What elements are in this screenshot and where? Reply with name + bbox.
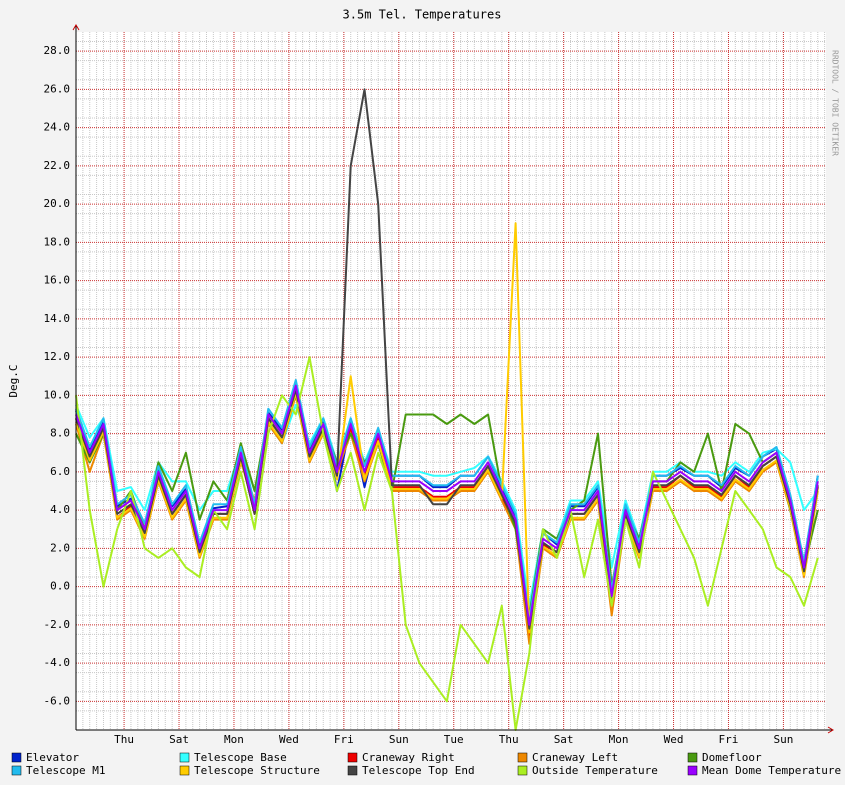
x-tick-label: Sat — [169, 733, 189, 746]
x-tick-label: Sun — [773, 733, 793, 746]
watermark: RRDTOOL / TOBI OETIKER — [831, 50, 840, 156]
series-line — [75, 379, 819, 621]
series-line — [75, 356, 819, 731]
x-tick-label: Tue — [444, 733, 464, 746]
axis-arrow — [72, 24, 80, 31]
legend-label: Elevator — [26, 751, 79, 764]
x-tick-label: Thu — [114, 733, 134, 746]
legend-swatch — [347, 765, 358, 776]
y-tick-label: 18.0 — [44, 235, 71, 248]
legend-swatch — [179, 752, 190, 763]
x-tick-label: Fri — [719, 733, 739, 746]
legend-label: Outside Temperature — [532, 764, 658, 777]
legend-label: Telescope M1 — [26, 764, 105, 777]
y-tick-label: 22.0 — [44, 159, 71, 172]
legend-swatch — [179, 765, 190, 776]
y-tick-label: -6.0 — [44, 694, 71, 707]
y-tick-label: 4.0 — [50, 503, 70, 516]
y-tick-label: 12.0 — [44, 350, 71, 363]
y-tick-label: 20.0 — [44, 197, 71, 210]
y-tick-label: 24.0 — [44, 121, 71, 134]
axis-arrow — [827, 726, 834, 734]
legend-swatch — [517, 765, 528, 776]
x-tick-label: Mon — [609, 733, 629, 746]
legend-label: Domefloor — [702, 751, 762, 764]
x-tick-label: Thu — [499, 733, 519, 746]
series-line — [75, 394, 819, 645]
legend: Elevator Telescope Base Craneway Right Cran… — [11, 751, 841, 777]
series-line — [75, 222, 819, 634]
legend-swatch — [687, 765, 698, 776]
y-tick-label: 6.0 — [50, 465, 70, 478]
x-tick-label: Wed — [664, 733, 684, 746]
series-line — [75, 394, 819, 617]
y-axis-label: Deg.C — [7, 364, 20, 397]
x-tick-label: Sat — [554, 733, 574, 746]
legend-swatch — [11, 752, 22, 763]
y-tick-label: 8.0 — [50, 427, 70, 440]
series-line — [75, 384, 819, 626]
x-tick-label: Fri — [334, 733, 354, 746]
legend-label: Mean Dome Temperature — [702, 764, 841, 777]
legend-swatch — [11, 765, 22, 776]
y-tick-label: 16.0 — [44, 274, 71, 287]
legend-label: Craneway Left — [532, 751, 618, 764]
legend-swatch — [347, 752, 358, 763]
legend-swatch — [687, 752, 698, 763]
legend-label: Craneway Right — [362, 751, 455, 764]
y-tick-label: 14.0 — [44, 312, 71, 325]
y-tick-label: 0.0 — [50, 580, 70, 593]
y-tick-label: 26.0 — [44, 82, 71, 95]
y-tick-label: 28.0 — [44, 44, 71, 57]
y-tick-label: 10.0 — [44, 388, 71, 401]
x-tick-label: Sun — [389, 733, 409, 746]
y-tick-label: -2.0 — [44, 618, 71, 631]
axes: -6.0 -4.0 -2.0 0.0 2.0 4.0 6.0 8.0 10.0 12.0 14.0 1… — [44, 24, 834, 746]
y-tick-label: -4.0 — [44, 656, 71, 669]
chart-title: 3.5m Tel. Temperatures — [343, 8, 502, 22]
legend-swatch — [517, 752, 528, 763]
legend-label: Telescope Structure — [194, 764, 320, 777]
legend-label: Telescope Base — [194, 751, 287, 764]
x-tick-label: Mon — [224, 733, 244, 746]
series-line — [75, 88, 819, 630]
series-lines — [75, 88, 819, 731]
y-tick-label: 2.0 — [50, 541, 70, 554]
legend-label: Telescope Top End — [362, 764, 475, 777]
x-tick-label: Wed — [279, 733, 299, 746]
